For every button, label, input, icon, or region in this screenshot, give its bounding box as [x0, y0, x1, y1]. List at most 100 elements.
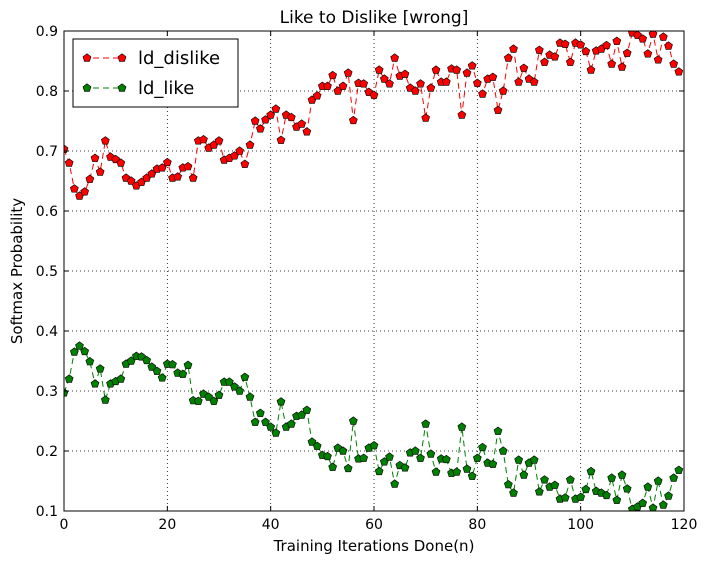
data-point-ld-dislike: [385, 79, 394, 88]
data-point-ld-like: [374, 466, 384, 476]
data-point-ld-dislike: [612, 36, 622, 45]
data-point-ld-dislike: [297, 119, 307, 128]
data-point-ld-like: [457, 422, 467, 431]
data-point-ld-like: [261, 417, 270, 426]
data-point-ld-like: [230, 382, 239, 391]
data-point-ld-dislike: [312, 91, 322, 100]
x-tick-label: 40: [262, 517, 280, 533]
data-point-ld-dislike: [648, 31, 658, 38]
data-point-ld-like: [214, 390, 224, 399]
data-point-ld-dislike: [503, 53, 513, 62]
data-point-ld-like: [410, 446, 420, 455]
data-point-ld-dislike: [550, 52, 560, 61]
data-point-ld-like: [64, 374, 74, 383]
data-point-ld-like: [235, 386, 245, 395]
data-point-ld-like: [116, 374, 126, 383]
data-point-ld-dislike: [478, 89, 487, 98]
data-point-ld-like: [519, 470, 529, 479]
data-point-ld-like: [209, 396, 219, 405]
data-point-ld-dislike: [245, 140, 255, 149]
data-point-ld-like: [638, 498, 648, 507]
data-point-ld-like: [431, 467, 441, 476]
data-point-ld-like: [359, 453, 369, 462]
data-point-ld-like: [147, 362, 157, 371]
data-point-ld-dislike: [80, 187, 90, 196]
data-point-ld-dislike: [452, 65, 462, 74]
data-point-ld-like: [400, 463, 410, 472]
data-point-ld-like: [80, 346, 90, 356]
data-point-ld-dislike: [638, 34, 648, 43]
legend: ld_dislike ld_like: [72, 38, 239, 108]
data-point-ld-dislike: [581, 46, 591, 56]
data-point-ld-like: [183, 360, 193, 369]
data-point-ld-dislike: [116, 158, 126, 167]
data-point-ld-like: [390, 479, 400, 488]
data-point-ld-dislike: [421, 113, 431, 122]
data-point-ld-like: [565, 475, 575, 484]
data-point-ld-dislike: [374, 65, 384, 74]
data-point-ld-dislike: [674, 67, 684, 76]
data-point-ld-like: [224, 377, 234, 386]
legend-label-ld-dislike: ld_dislike: [138, 48, 220, 69]
data-point-ld-like: [90, 379, 100, 388]
data-point-ld-like: [586, 466, 596, 476]
data-point-ld-like: [323, 451, 332, 461]
data-point-ld-dislike: [255, 124, 265, 133]
data-point-ld-like: [421, 419, 431, 428]
data-point-ld-like: [286, 419, 296, 428]
data-point-ld-like: [488, 459, 498, 468]
series-ld-dislike: [64, 31, 684, 200]
data-point-ld-like: [276, 397, 286, 406]
data-point-ld-like: [307, 437, 317, 446]
data-point-ld-like: [658, 500, 668, 509]
data-point-ld-like: [617, 470, 627, 479]
data-point-ld-like: [602, 490, 611, 500]
data-point-ld-dislike: [271, 104, 281, 113]
data-point-ld-dislike: [286, 112, 296, 122]
data-point-ld-dislike: [328, 70, 338, 80]
data-point-ld-like: [452, 467, 462, 476]
legend-label-ld-like: ld_like: [138, 78, 194, 99]
data-point-ld-like: [369, 441, 379, 450]
data-point-ld-dislike: [400, 69, 410, 78]
data-point-ld-like: [240, 372, 250, 381]
y-tick-label: 0.4: [36, 324, 58, 340]
data-point-ld-like: [157, 373, 167, 382]
series-ld-like: [64, 341, 684, 511]
data-point-ld-dislike: [214, 136, 224, 145]
data-point-ld-dislike: [669, 59, 679, 68]
data-point-ld-dislike: [519, 63, 529, 72]
data-point-ld-dislike: [250, 116, 260, 125]
tick-layer: 0 20 40 60 80 100 120 0.1 0.2 0.3 0.4 0.5 0.6 0.7 0.8 0…: [36, 24, 698, 533]
data-point-ld-dislike: [162, 157, 172, 167]
data-point-ld-dislike: [100, 136, 110, 145]
data-point-ld-like: [338, 446, 348, 455]
data-point-ld-dislike: [266, 110, 276, 119]
data-point-ld-like: [271, 428, 281, 437]
data-point-ld-like: [100, 395, 110, 404]
data-point-ld-like: [178, 369, 188, 378]
x-tick-label: 60: [365, 517, 383, 533]
y-tick-label: 0.9: [36, 24, 58, 40]
data-point-ld-like: [612, 495, 622, 504]
data-point-ld-dislike: [183, 162, 193, 171]
data-point-ld-dislike: [369, 90, 379, 99]
legend-marker-ld-dislike: [117, 53, 127, 62]
data-point-ld-like: [514, 455, 524, 464]
data-point-ld-dislike: [173, 172, 183, 181]
data-point-ld-like: [441, 454, 451, 464]
data-point-ld-dislike: [462, 68, 472, 77]
legend-marker-ld-dislike: [82, 53, 92, 62]
data-point-ld-dislike: [617, 62, 627, 71]
data-point-ld-like: [302, 405, 312, 414]
data-point-ld-dislike: [85, 174, 95, 183]
data-point-ld-like: [312, 441, 322, 450]
data-point-ld-like: [540, 475, 549, 484]
data-point-ld-like: [550, 480, 560, 489]
data-point-ld-like: [328, 462, 338, 471]
y-tick-label: 0.7: [36, 144, 58, 160]
data-point-ld-dislike: [410, 86, 420, 95]
legend-box: [72, 38, 239, 108]
data-point-ld-like: [255, 408, 265, 417]
